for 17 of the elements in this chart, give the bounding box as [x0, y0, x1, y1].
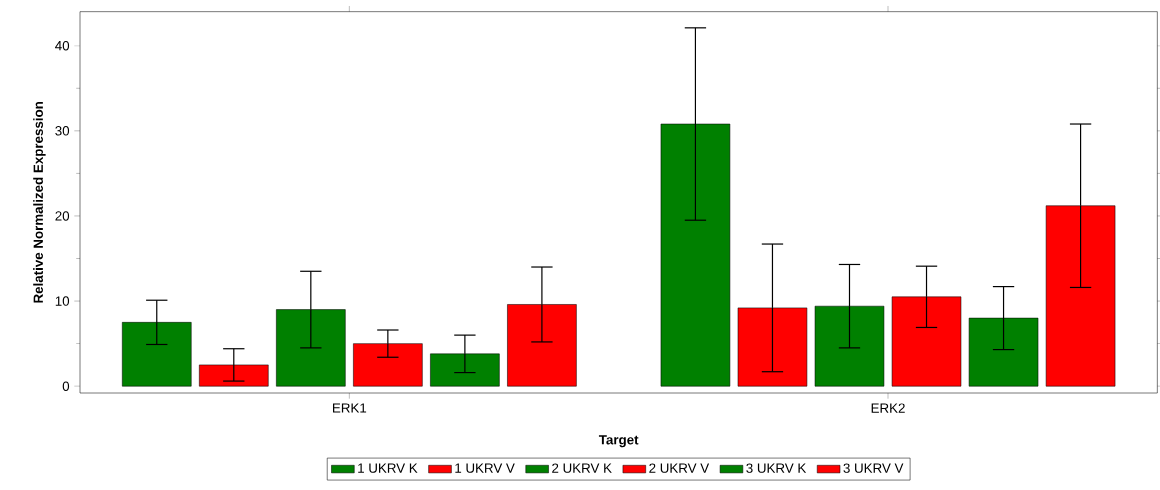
y-tick-label: 30 — [55, 126, 70, 136]
bar — [507, 304, 577, 387]
y-tick-label: 40 — [55, 41, 70, 51]
x-tick-label: ERK1 — [333, 403, 367, 413]
y-tick-label: 20 — [55, 211, 70, 221]
legend-label: 2 UKRV K — [552, 463, 612, 473]
y-tick-label: 0 — [62, 381, 70, 391]
bar — [122, 322, 192, 387]
legend-label: 3 UKRV V — [843, 463, 904, 473]
y-tick-label: 10 — [55, 296, 70, 306]
legend-label: 2 UKRV V — [649, 463, 710, 473]
legend-label: 1 UKRV V — [455, 463, 515, 473]
legend-label: 1 UKRV K — [358, 463, 418, 473]
legend-label: 3 UKRV K — [746, 463, 807, 473]
x-axis-title: Target — [598, 435, 639, 448]
y-axis-title: Relative Normalized Expression — [33, 102, 46, 303]
x-tick-label: ERK2 — [871, 403, 905, 413]
